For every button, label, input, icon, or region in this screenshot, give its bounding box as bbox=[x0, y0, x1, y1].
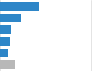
Bar bbox=[0, 49, 8, 57]
Bar bbox=[0, 14, 20, 22]
Bar bbox=[0, 37, 10, 46]
Bar bbox=[0, 60, 16, 69]
Bar bbox=[0, 25, 10, 34]
Bar bbox=[0, 2, 39, 11]
